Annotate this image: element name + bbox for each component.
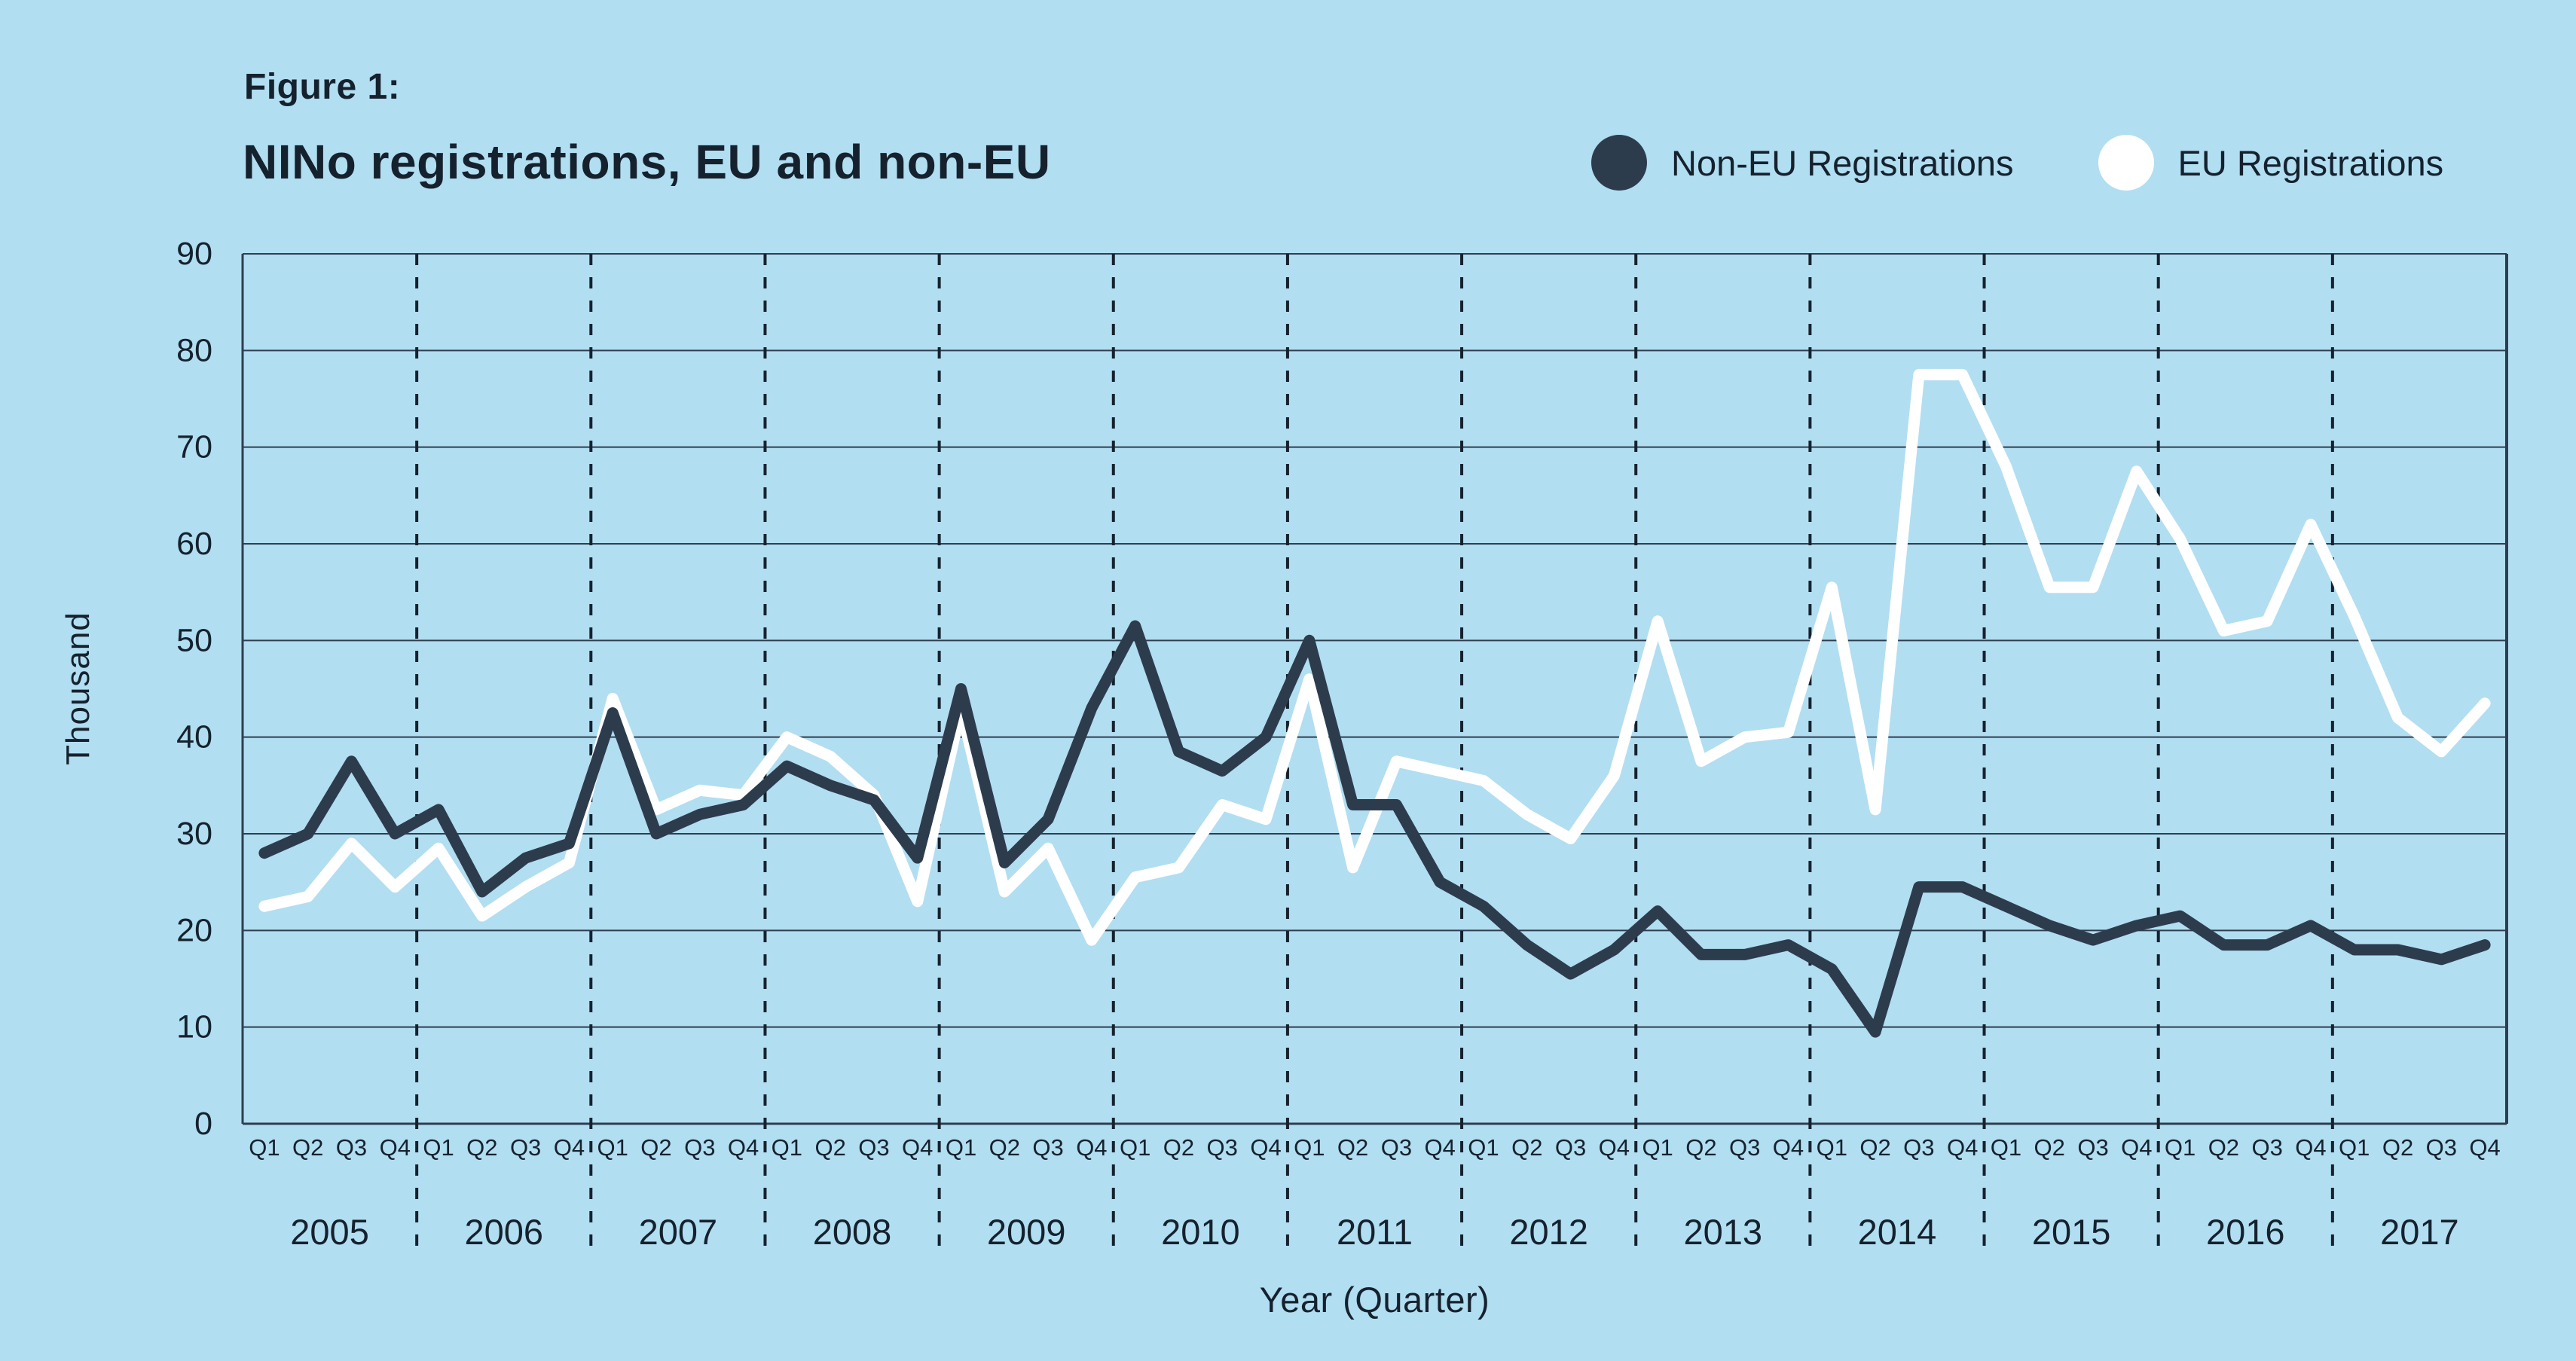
quarter-tick-label: Q4: [1076, 1134, 1107, 1161]
y-tick-label: 30: [176, 816, 212, 852]
y-tick-label: 90: [176, 236, 212, 272]
quarter-tick-label: Q4: [2121, 1134, 2152, 1161]
page-title: NINo registrations, EU and non-EU: [243, 135, 1051, 189]
quarter-tick-label: Q4: [1425, 1134, 1456, 1161]
series-line-non-eu-registrations: [258, 620, 2491, 1038]
quarter-tick-label: Q2: [1859, 1134, 1890, 1161]
quarter-tick-label: Q2: [1337, 1134, 1368, 1161]
quarter-tick-label: Q4: [380, 1134, 411, 1161]
quarter-tick-label: Q4: [1250, 1134, 1281, 1161]
year-tick-label: 2017: [2380, 1212, 2459, 1252]
y-tick-label: 20: [176, 912, 212, 948]
quarter-tick-label: Q3: [1729, 1134, 1760, 1161]
non-eu-legend-swatch-icon: [1591, 135, 1647, 191]
year-tick-label: 2010: [1161, 1212, 1240, 1252]
quarter-tick-label: Q2: [989, 1134, 1020, 1161]
quarter-tick-label: Q1: [1120, 1134, 1150, 1161]
quarter-tick-label: Q4: [1599, 1134, 1630, 1161]
quarter-tick-label: Q4: [2295, 1134, 2326, 1161]
quarter-tick-label: Q3: [1381, 1134, 1412, 1161]
quarter-tick-label: Q3: [1207, 1134, 1238, 1161]
y-axis-title: Thousand: [60, 612, 96, 765]
year-tick-label: 2009: [987, 1212, 1066, 1252]
quarter-tick-label: Q1: [597, 1134, 628, 1161]
quarter-tick-label: Q2: [292, 1134, 323, 1161]
year-tick-label: 2012: [1509, 1212, 1588, 1252]
quarter-tick-label: Q1: [946, 1134, 976, 1161]
legend-label-eu: EU Registrations: [2177, 142, 2444, 183]
quarter-tick-label: Q3: [336, 1134, 367, 1161]
y-tick-label: 60: [176, 526, 212, 562]
quarter-tick-label: Q4: [902, 1134, 933, 1161]
quarter-tick-label: Q1: [772, 1134, 802, 1161]
year-tick-label: 2014: [1858, 1212, 1937, 1252]
quarter-tick-label: Q2: [466, 1134, 497, 1161]
quarter-tick-label: Q3: [1903, 1134, 1934, 1161]
quarter-tick-label: Q3: [2251, 1134, 2282, 1161]
quarter-tick-label: Q2: [640, 1134, 671, 1161]
quarter-tick-label: Q1: [1468, 1134, 1499, 1161]
y-tick-label: 40: [176, 719, 212, 755]
quarter-tick-label: Q1: [1817, 1134, 1847, 1161]
quarter-tick-label: Q2: [1163, 1134, 1194, 1161]
quarter-tick-label: Q3: [858, 1134, 889, 1161]
y-tick-label: 70: [176, 429, 212, 465]
year-tick-label: 2015: [2032, 1212, 2111, 1252]
quarter-tick-label: Q2: [2382, 1134, 2413, 1161]
quarter-tick-label: Q1: [249, 1134, 280, 1161]
quarter-tick-label: Q2: [2034, 1134, 2065, 1161]
quarter-tick-label: Q3: [684, 1134, 715, 1161]
quarter-tick-label: Q1: [2339, 1134, 2370, 1161]
legend-label-non-eu: Non-EU Registrations: [1671, 142, 2014, 183]
year-tick-label: 2008: [813, 1212, 892, 1252]
quarter-tick-label: Q3: [510, 1134, 541, 1161]
quarter-tick-label: Q4: [728, 1134, 759, 1161]
year-tick-label: 2016: [2206, 1212, 2285, 1252]
chart-legend: Non-EU Registrations EU Registrations: [1591, 134, 2443, 191]
quarter-tick-label: Q1: [1642, 1134, 1673, 1161]
legend-item-non-eu: Non-EU Registrations: [1591, 135, 2014, 191]
quarter-tick-label: Q2: [1511, 1134, 1542, 1161]
quarter-tick-label: Q3: [2077, 1134, 2108, 1161]
quarter-tick-label: Q3: [2426, 1134, 2457, 1161]
quarter-tick-label: Q4: [554, 1134, 585, 1161]
quarter-tick-label: Q4: [2469, 1134, 2500, 1161]
quarter-tick-label: Q2: [814, 1134, 845, 1161]
year-tick-label: 2007: [639, 1212, 718, 1252]
quarter-tick-label: Q1: [1991, 1134, 2021, 1161]
quarter-tick-label: Q2: [1685, 1134, 1716, 1161]
y-tick-label: 80: [176, 332, 212, 368]
quarter-tick-label: Q1: [2165, 1134, 2196, 1161]
y-tick-label: 10: [176, 1009, 212, 1045]
y-tick-label: 50: [176, 622, 212, 658]
quarter-tick-label: Q4: [1773, 1134, 1804, 1161]
year-tick-label: 2011: [1337, 1212, 1413, 1252]
year-tick-label: 2006: [464, 1212, 543, 1252]
quarter-tick-label: Q3: [1032, 1134, 1063, 1161]
x-axis-title: Year (Quarter): [1259, 1280, 1490, 1320]
figure-label: Figure 1:: [244, 67, 401, 107]
series-line-eu-registrations: [258, 368, 2491, 946]
quarter-tick-label: Q1: [1294, 1134, 1325, 1161]
quarter-tick-label: Q3: [1555, 1134, 1586, 1161]
eu-legend-swatch-icon: [2098, 135, 2154, 191]
y-tick-label: 0: [194, 1106, 212, 1142]
year-tick-label: 2005: [290, 1212, 369, 1252]
quarter-tick-label: Q1: [423, 1134, 454, 1161]
legend-item-eu: EU Registrations: [2098, 135, 2444, 191]
quarter-tick-label: Q4: [1947, 1134, 1978, 1161]
year-tick-label: 2013: [1684, 1212, 1763, 1252]
quarter-tick-label: Q2: [2208, 1134, 2239, 1161]
